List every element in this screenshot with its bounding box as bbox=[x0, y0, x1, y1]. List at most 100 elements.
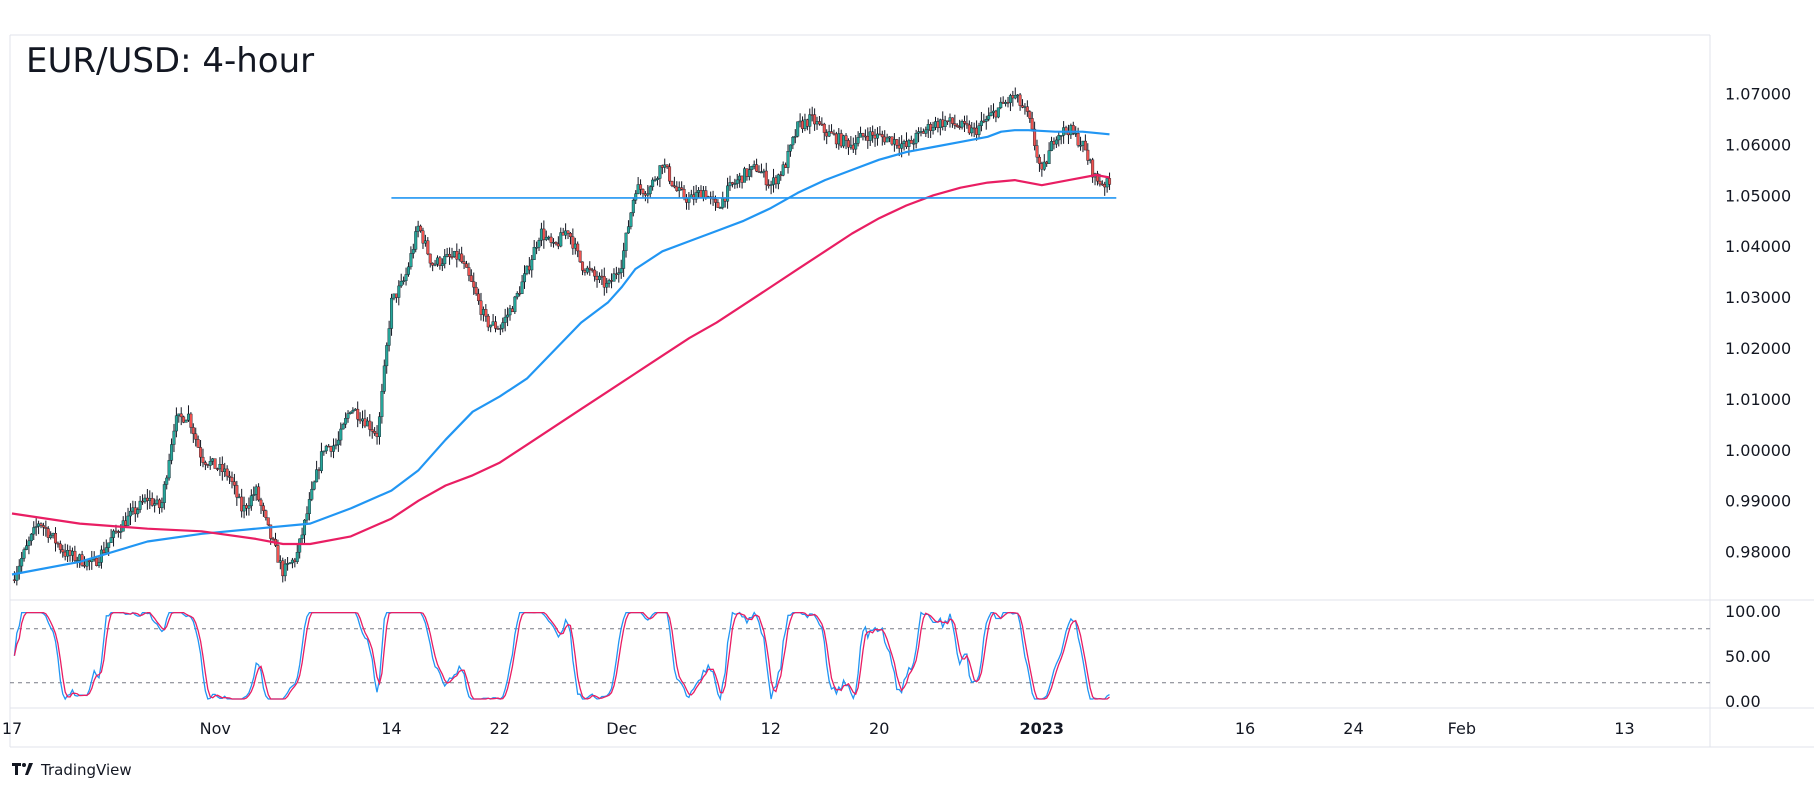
candle-body bbox=[839, 133, 843, 147]
candle-body bbox=[803, 119, 807, 129]
candle-body bbox=[61, 549, 65, 553]
candle-body bbox=[953, 123, 957, 126]
candle-body bbox=[713, 198, 717, 203]
candle-body bbox=[242, 505, 246, 512]
candle-body bbox=[295, 551, 299, 562]
candle-body bbox=[668, 166, 672, 182]
candle-body bbox=[767, 184, 771, 187]
candle-body bbox=[160, 502, 164, 509]
candle-body bbox=[924, 129, 928, 134]
candle-body bbox=[452, 251, 456, 257]
candle-body bbox=[186, 413, 190, 421]
candle-body bbox=[958, 126, 962, 129]
candle-body bbox=[56, 542, 60, 545]
candle-body bbox=[646, 193, 650, 196]
candle-body bbox=[817, 121, 821, 125]
candle-body bbox=[721, 197, 725, 208]
stochastic-axis: 100.00 50.00 0.00 bbox=[1725, 602, 1781, 711]
candle-body bbox=[515, 292, 519, 298]
candle-body bbox=[694, 192, 698, 200]
panel-frame bbox=[9, 34, 1814, 748]
candle-body bbox=[520, 281, 524, 294]
candle-body bbox=[85, 560, 89, 567]
candle-body bbox=[972, 127, 976, 130]
tradingview-logo-icon bbox=[12, 763, 33, 775]
candle-body bbox=[131, 507, 135, 512]
candle-body bbox=[743, 168, 747, 183]
candle-body bbox=[63, 551, 67, 557]
candle-body bbox=[228, 475, 232, 478]
candle-body bbox=[921, 131, 925, 134]
candle-body bbox=[426, 240, 430, 255]
candle-body bbox=[1076, 132, 1080, 146]
candle-body bbox=[1081, 140, 1085, 146]
candle-body bbox=[213, 458, 217, 469]
candle-body bbox=[888, 136, 892, 139]
price-tick-label: 1.02000 bbox=[1725, 339, 1791, 358]
candle-body bbox=[385, 345, 389, 367]
candle-body bbox=[556, 243, 560, 247]
candle-body bbox=[1069, 125, 1073, 136]
candle-body bbox=[51, 532, 55, 536]
candle-body bbox=[832, 133, 836, 135]
candle-body bbox=[503, 316, 507, 323]
candle-body bbox=[757, 171, 761, 173]
price-tick-label: 1.07000 bbox=[1725, 85, 1791, 104]
candle-body bbox=[1071, 125, 1075, 134]
time-tick-label: 22 bbox=[490, 719, 510, 738]
candle-body bbox=[764, 170, 768, 186]
time-tick-label: Nov bbox=[200, 719, 231, 738]
candle-body bbox=[484, 309, 488, 317]
candle-body bbox=[1057, 135, 1061, 141]
candle-body bbox=[402, 280, 406, 282]
candle-body bbox=[373, 431, 377, 434]
candle-body bbox=[431, 262, 435, 266]
candle-body bbox=[663, 164, 667, 168]
candle-body bbox=[409, 253, 413, 268]
candle-body bbox=[506, 314, 510, 318]
candle-body bbox=[281, 560, 285, 577]
candle-body bbox=[68, 550, 72, 556]
candle-body bbox=[358, 418, 362, 422]
candle-body bbox=[1042, 161, 1046, 170]
candle-body bbox=[182, 416, 186, 423]
price-tick-label: 1.05000 bbox=[1725, 186, 1791, 205]
candle-body bbox=[813, 114, 817, 125]
candle-body bbox=[406, 266, 410, 275]
candle-body bbox=[1050, 141, 1054, 151]
candle-body bbox=[822, 123, 826, 133]
candle-body bbox=[336, 439, 340, 446]
candle-body bbox=[283, 563, 287, 577]
candle-body bbox=[762, 170, 766, 173]
candle-body bbox=[128, 510, 132, 517]
candle-body bbox=[305, 513, 309, 521]
candle-body bbox=[73, 550, 77, 561]
candle-body bbox=[651, 179, 655, 187]
candle-body bbox=[1074, 132, 1078, 135]
candle-body bbox=[1004, 102, 1008, 104]
candle-body bbox=[298, 538, 302, 553]
candle-body bbox=[597, 275, 601, 280]
candle-body bbox=[655, 178, 659, 180]
candle-body bbox=[12, 579, 16, 581]
candle-body bbox=[194, 433, 198, 440]
candle-body bbox=[215, 468, 219, 470]
candle-body bbox=[310, 488, 314, 500]
candle-body bbox=[141, 500, 145, 503]
candle-body bbox=[994, 110, 998, 118]
candle-body bbox=[78, 554, 82, 561]
candle-body bbox=[450, 256, 454, 258]
candle-body bbox=[334, 444, 338, 447]
candle-body bbox=[240, 496, 244, 512]
candle-body bbox=[501, 322, 505, 329]
candle-body bbox=[523, 273, 527, 283]
candle-body bbox=[660, 165, 664, 168]
candle-body bbox=[44, 527, 48, 529]
candle-body bbox=[157, 499, 161, 509]
candle-body bbox=[1052, 141, 1056, 145]
candle-body bbox=[936, 121, 940, 129]
candle-body bbox=[1047, 150, 1051, 164]
candle-body bbox=[472, 281, 476, 288]
stochastic-tick-label: 0.00 bbox=[1725, 692, 1761, 711]
